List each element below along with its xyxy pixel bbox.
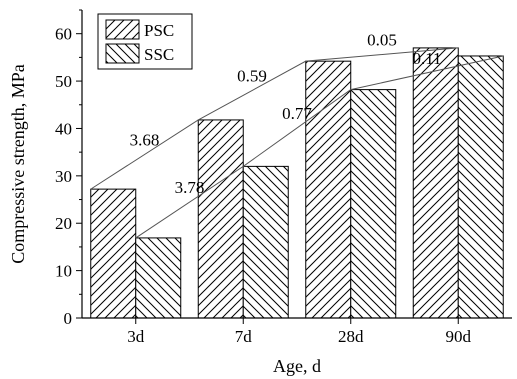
bar-ssc-3d [135, 237, 182, 319]
bars-group [90, 47, 504, 319]
bar-psc-7d [197, 119, 244, 319]
rate-label-ssc-2: 0.11 [412, 49, 441, 68]
y-tick-label: 10 [55, 262, 72, 281]
y-ticks-group: 0 10 20 30 40 50 60 [55, 9, 82, 328]
bar-psc-90d [412, 47, 459, 319]
x-tick-label-90d: 90d [446, 327, 472, 346]
trend-line-psc [90, 47, 459, 190]
y-tick-label: 0 [64, 309, 73, 328]
bar-ssc-90d [457, 55, 504, 319]
y-axis-title: Compressive strength, MPa [8, 64, 28, 264]
y-tick-label: 20 [55, 214, 72, 233]
legend-label-ssc: SSC [144, 45, 174, 64]
y-tick-label: 40 [55, 119, 72, 138]
x-tick-label-7d: 7d [235, 327, 253, 346]
y-tick-label: 30 [55, 167, 72, 186]
legend-label-psc: PSC [144, 21, 174, 40]
bar-ssc-28d [350, 89, 397, 319]
rate-label-psc-2: 0.05 [367, 31, 397, 50]
rate-label-ssc-0: 3.78 [175, 178, 205, 197]
bar-ssc-7d [242, 165, 289, 319]
y-tick-label: 50 [55, 72, 72, 91]
legend: PSC SSC [97, 13, 193, 70]
rate-label-psc-0: 3.68 [130, 131, 160, 150]
y-tick-label: 60 [55, 25, 72, 44]
x-ticks-group: 3d 7d 28d 90d [127, 318, 472, 346]
rate-label-psc-1: 0.59 [237, 67, 267, 86]
trend-line-ssc [135, 55, 504, 239]
bar-psc-3d [90, 188, 137, 319]
rate-label-ssc-1: 0.77 [282, 104, 312, 123]
x-tick-label-28d: 28d [338, 327, 364, 346]
bar-psc-28d [305, 60, 352, 319]
legend-swatch-psc [105, 19, 140, 40]
x-axis-title: Age, d [273, 356, 321, 376]
x-tick-label-3d: 3d [127, 327, 145, 346]
rate-labels-group: 3.68 0.59 0.05 3.78 0.77 0.11 [130, 31, 442, 198]
trend-lines-group [90, 47, 504, 239]
legend-swatch-ssc [105, 43, 140, 64]
